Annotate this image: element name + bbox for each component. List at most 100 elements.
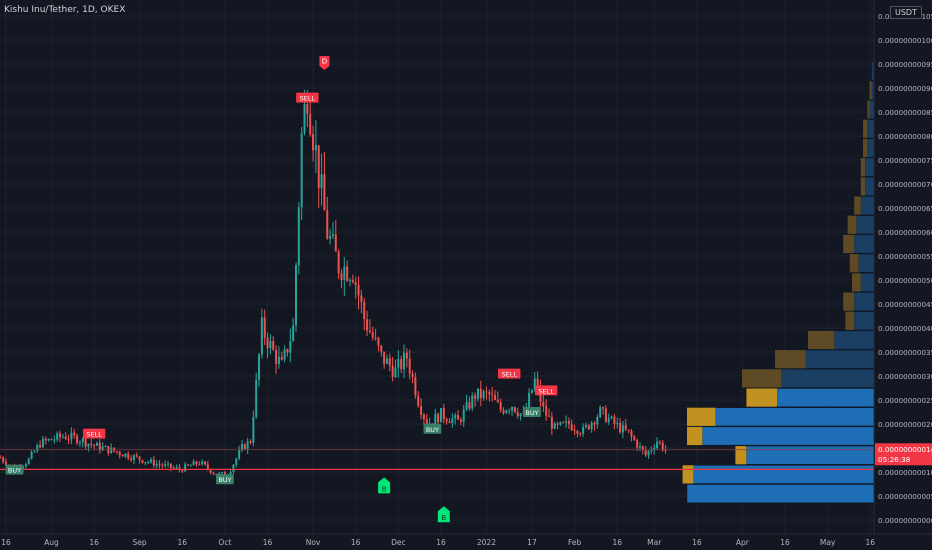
candle-body [459,419,462,422]
volume-profile-bar-blue [864,177,875,196]
candle [434,408,437,425]
volume-profile-bar-blue [860,273,875,292]
candle-body [607,418,610,423]
candle [584,422,587,429]
candle-body [548,415,551,417]
candle [383,351,386,369]
volume-profile-bar-gold [808,330,835,350]
candle-body [439,408,442,423]
candle-body [647,451,650,456]
time-tick-label: 16 [436,538,446,547]
candle-body [2,457,5,462]
candle-body [499,402,502,411]
candle [243,443,246,450]
sell-label: SELL [501,371,517,379]
candle-body [619,422,622,433]
candle [658,440,661,446]
candle-body [357,284,360,296]
candle-body [565,421,568,423]
time-tick-label: 17 [527,538,537,547]
candle [283,345,286,363]
candle [607,413,610,426]
candle [272,336,275,351]
volume-profile-bar-blue [834,330,875,350]
candle-body [343,266,346,281]
candle-body [513,407,516,413]
candle [630,428,633,442]
candle-body [36,445,39,452]
candle-body [30,452,33,459]
candle [195,460,198,467]
candle-body [391,365,394,378]
candle [70,427,73,445]
candle [221,471,224,475]
candle-body [192,461,195,466]
time-tick-label: 2022 [477,538,496,547]
price-tick-label: 0.0000000008500 [878,108,932,117]
candle-body [164,464,167,466]
candle-body [280,356,283,360]
price-tick-label: 0.0000000009000 [878,84,932,93]
candle-body [584,425,587,427]
candle-body [243,444,246,450]
candle-body [496,399,499,403]
price-tick-label: 0.0000000008000 [878,132,932,141]
candle [27,457,30,465]
candle-body [405,352,408,359]
candle-body [93,444,96,446]
currency-badge[interactable]: USDT [890,6,922,19]
signal-marker: BUY [523,407,541,417]
candle-body [67,439,70,441]
candle [323,152,326,211]
candle [448,418,451,424]
candle-body [181,469,184,472]
candle [516,407,519,419]
candle-body [263,317,266,338]
candle-body [138,456,141,460]
volume-profile-bar-gold [735,446,747,465]
candle [511,406,514,416]
time-tick-label: Oct [218,538,231,547]
signal-flag-bg [378,477,391,494]
candle [135,452,138,458]
time-tick-label: 16 [612,538,622,547]
candle [471,392,474,412]
time-axis: 16 Aug 16 Sep 16 Oct 16 Nov 16 Dec 16 2022 17 Feb 16 Ma… [0,533,932,550]
candle [499,398,502,413]
candle-body [422,414,425,420]
candle [286,348,289,357]
candle-body [152,459,155,466]
candle-body [41,438,44,448]
candle-body [240,444,243,451]
candle-body [135,455,138,457]
candle [0,455,2,459]
candle [331,222,334,239]
signal-marker: BUY [5,464,24,475]
candle-body [351,280,354,283]
candle-body [277,356,280,364]
candle-body [400,359,403,370]
candle [2,455,5,464]
price-tick-label: 0.0000000007000 [878,180,932,189]
candle [289,328,292,363]
candle-body [340,273,343,281]
volume-profile-bar-gold [860,158,866,177]
candle [496,391,499,404]
candle-body [235,458,238,465]
time-tick-label: Nov [306,538,321,547]
candle [263,309,266,345]
volume-profile-bar-blue [746,445,875,465]
candle-body [533,378,536,391]
candle-body [641,446,644,451]
candle-body [408,358,411,374]
candle-body [286,349,289,353]
candle [98,439,101,454]
candle-body [84,438,87,447]
candle [451,413,454,428]
candle-body [349,280,352,282]
candle-body [417,395,420,406]
price-tick-label: 0.0000000010000 [878,36,932,45]
candle-body [53,439,56,441]
candle [147,460,150,465]
